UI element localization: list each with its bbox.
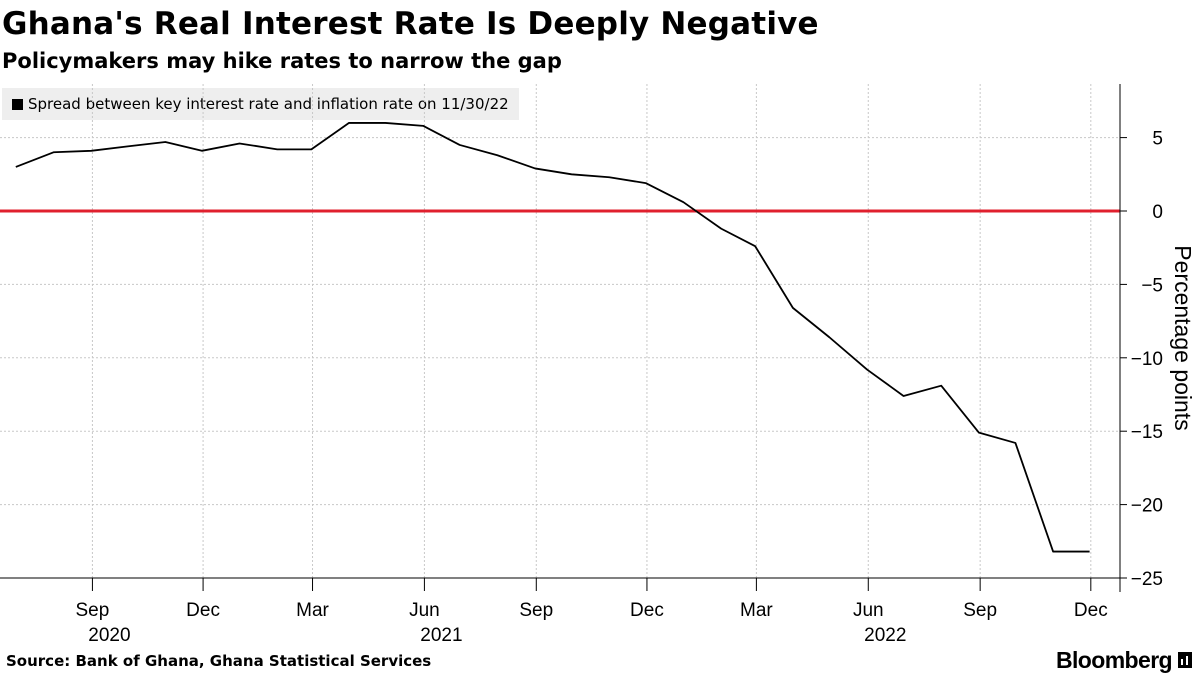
legend-label: Spread between key interest rate and inf…: [28, 95, 509, 113]
legend-swatch-icon: [12, 98, 23, 110]
x-tick-label: Dec: [630, 600, 664, 621]
bar-chart-icon: [1178, 652, 1192, 668]
x-tick-label: Mar: [740, 600, 773, 621]
x-year-label: 2020: [88, 625, 130, 646]
brand-name: Bloomberg: [1056, 647, 1173, 673]
bloomberg-logo: Bloomberg: [1056, 646, 1192, 674]
y-tick-label: −15: [1131, 422, 1163, 443]
source-note: Source: Bank of Ghana, Ghana Statistical…: [6, 652, 432, 670]
y-tick-label: 5: [1152, 129, 1163, 150]
x-tick-label: Jun: [853, 600, 884, 621]
chart-subtitle: Policymakers may hike rates to narrow th…: [2, 49, 562, 73]
x-tick-label: Mar: [296, 600, 329, 621]
x-tick-label: Sep: [519, 600, 553, 621]
x-tick-label: Sep: [76, 600, 110, 621]
x-year-label: 2021: [420, 625, 462, 646]
y-tick-label: 0: [1152, 202, 1163, 223]
chart-title: Ghana's Real Interest Rate Is Deeply Neg…: [2, 6, 819, 42]
y-tick-label: −5: [1141, 275, 1163, 296]
x-tick-label: Dec: [1074, 600, 1108, 621]
y-tick-label: −10: [1131, 349, 1163, 370]
y-tick-label: −25: [1131, 569, 1163, 590]
x-tick-label: Jun: [409, 600, 440, 621]
y-tick-label: −20: [1131, 496, 1163, 517]
legend: Spread between key interest rate and inf…: [2, 88, 519, 120]
series-line: [15, 122, 1090, 553]
x-tick-label: Dec: [186, 600, 220, 621]
x-year-label: 2022: [864, 625, 906, 646]
y-axis-title: Percentage points: [1170, 245, 1196, 430]
x-tick-label: Sep: [963, 600, 997, 621]
